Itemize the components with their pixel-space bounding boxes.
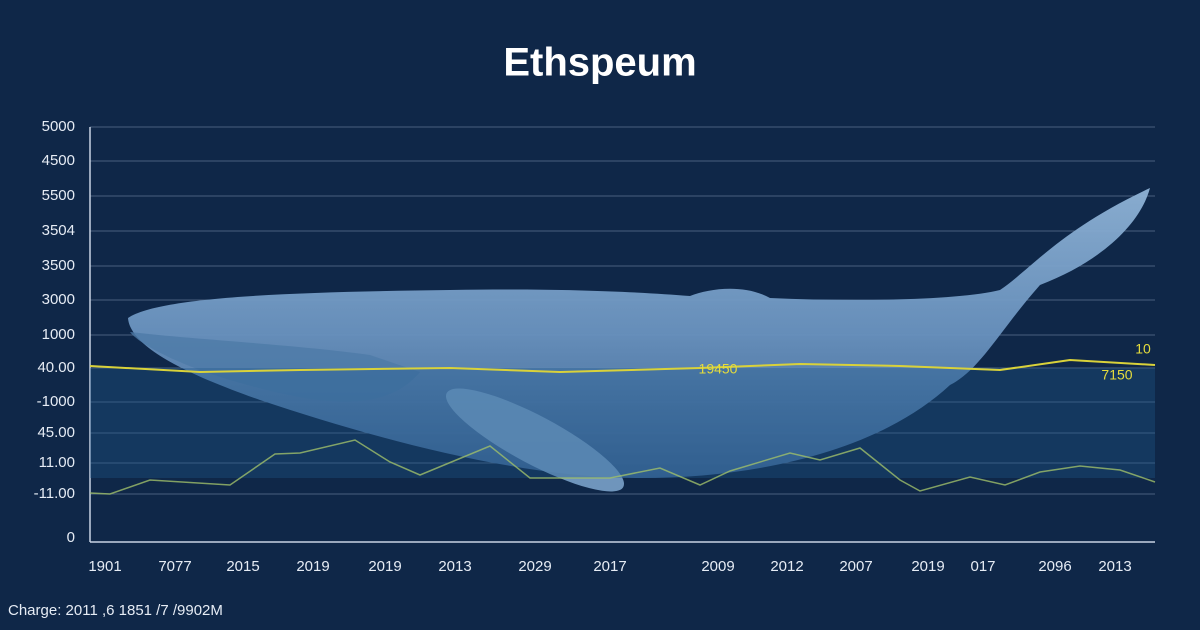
annotation: 7150 <box>1101 367 1132 383</box>
x-label: 2019 <box>296 558 329 575</box>
y-label: 45.00 <box>37 424 75 441</box>
y-label: 3500 <box>42 257 75 274</box>
y-label: 5000 <box>42 118 75 135</box>
annotation: 19450 <box>699 361 738 377</box>
y-label: 5500 <box>42 187 75 204</box>
title: Ethspeum <box>503 41 696 85</box>
water-band <box>90 368 1155 478</box>
x-label: 2015 <box>226 558 259 575</box>
y-label: 3504 <box>42 222 75 239</box>
green-line <box>89 439 1156 495</box>
x-label: 017 <box>970 558 995 575</box>
x-label: 2019 <box>368 558 401 575</box>
y-label: -1000 <box>37 393 75 410</box>
y-label: -11.00 <box>34 485 75 502</box>
x-label: 1901 <box>88 558 121 575</box>
x-label: 2007 <box>839 558 872 575</box>
x-label: 2017 <box>593 558 626 575</box>
y-label: 40.00 <box>37 359 75 376</box>
x-label: 2013 <box>1098 558 1131 575</box>
footer: Charge: 2011 ,6 1851 /7 /9902M <box>8 602 223 619</box>
y-label: 0 <box>67 529 75 546</box>
x-label: 2029 <box>518 558 551 575</box>
x-label: 2009 <box>701 558 734 575</box>
x-label: 2012 <box>770 558 803 575</box>
y-label: 3000 <box>42 291 75 308</box>
y-label: 11.00 <box>39 454 75 471</box>
x-label: 7077 <box>158 558 191 575</box>
yellow-line <box>89 358 1156 374</box>
x-label: 2096 <box>1038 558 1071 575</box>
y-label: 1000 <box>42 326 75 343</box>
annotation: 10 <box>1135 341 1151 357</box>
whale <box>128 188 1150 492</box>
x-label: 2013 <box>438 558 471 575</box>
y-label: 4500 <box>42 152 75 169</box>
x-label: 2019 <box>911 558 944 575</box>
